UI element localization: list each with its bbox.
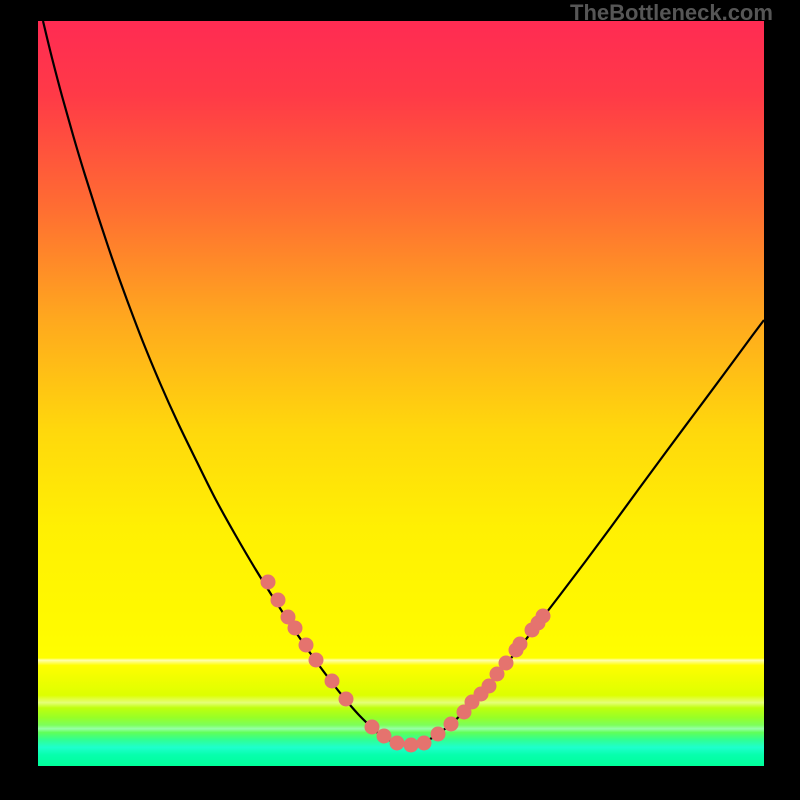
chart-container: TheBottleneck.com — [0, 0, 800, 800]
watermark-text: TheBottleneck.com — [570, 0, 773, 26]
plot-area — [38, 21, 764, 766]
gradient-background — [38, 21, 764, 766]
